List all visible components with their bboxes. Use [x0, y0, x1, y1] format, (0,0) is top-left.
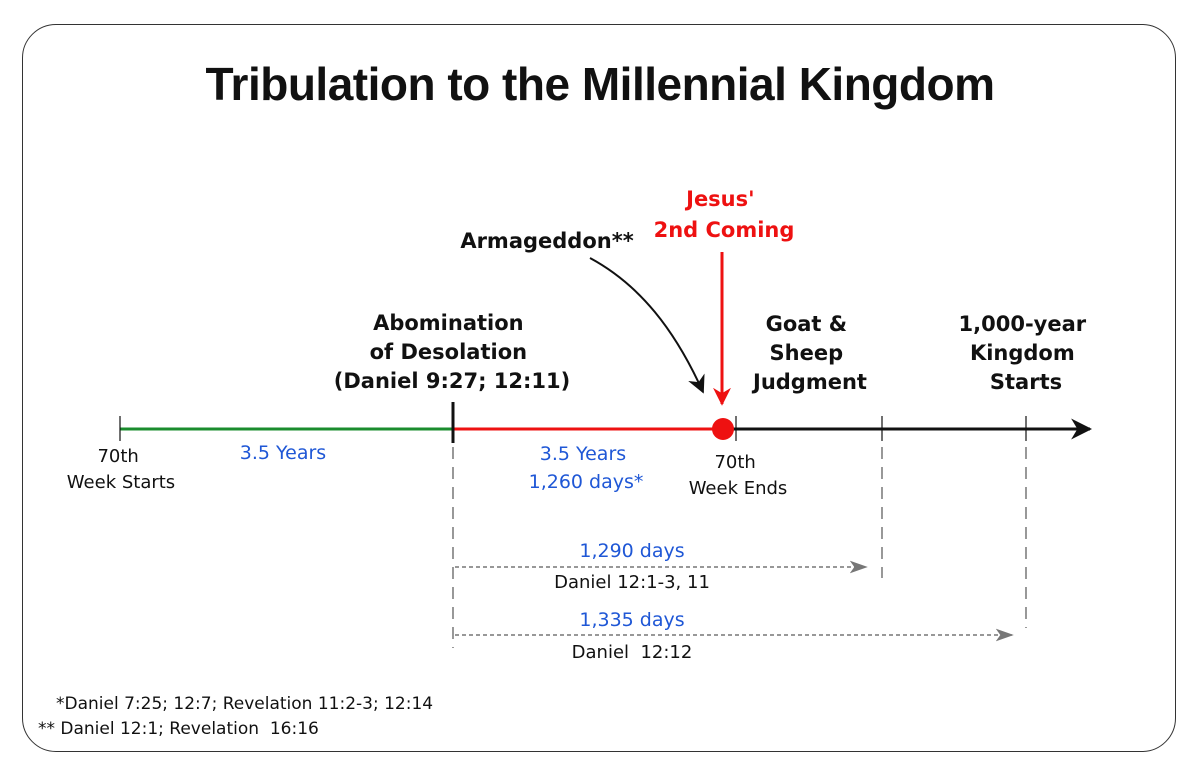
abomination-line-3: (Daniel 9:27; 12:11) — [334, 369, 571, 393]
diagram-frame — [22, 24, 1176, 752]
second-coming-label: Jesus' 2nd Coming — [654, 187, 795, 242]
kingdom-label: 1,000-year Kingdom Starts — [959, 312, 1094, 394]
period-1290-days: 1,290 days — [579, 540, 684, 562]
goat-sheep-line-1: Goat & — [766, 312, 848, 336]
first-half-label: 3.5 Years — [240, 442, 326, 464]
abomination-label: Abomination of Desolation (Daniel 9:27; … — [334, 311, 571, 393]
kingdom-line-1: 1,000-year — [959, 312, 1087, 336]
period-1335-days: 1,335 days — [579, 609, 684, 631]
kingdom-line-2: Kingdom — [970, 341, 1075, 365]
abomination-line-2: of Desolation — [370, 340, 527, 364]
period-1335-reference: Daniel 12:12 — [572, 642, 693, 663]
kingdom-line-3: Starts — [990, 370, 1062, 394]
second-half-line-1: 3.5 Years — [540, 443, 626, 465]
abomination-line-1: Abomination — [373, 311, 524, 335]
goat-sheep-line-3: Judgment — [751, 370, 867, 394]
goat-sheep-label: Goat & Sheep Judgment — [751, 312, 867, 394]
second-coming-line-1: Jesus' — [684, 187, 754, 211]
week-end-line-2: Week Ends — [689, 478, 788, 499]
goat-sheep-line-2: Sheep — [770, 341, 844, 365]
week-start-label: 70th Week Starts — [67, 446, 175, 493]
diagram-title: Tribulation to the Millennial Kingdom — [205, 58, 994, 110]
footnote-2: ** Daniel 12:1; Revelation 16:16 — [38, 719, 319, 739]
footnote-1: *Daniel 7:25; 12:7; Revelation 11:2-3; 1… — [56, 694, 433, 714]
period-1290-reference: Daniel 12:1-3, 11 — [554, 572, 710, 593]
week-start-line-2: Week Starts — [67, 472, 175, 493]
second-coming-dot — [712, 418, 734, 440]
second-half-line-2: 1,260 days* — [529, 471, 644, 493]
second-half-label: 3.5 Years 1,260 days* — [529, 443, 644, 493]
armageddon-label: Armageddon** — [460, 229, 633, 253]
week-start-line-1: 70th — [97, 446, 138, 467]
week-end-label: 70th Week Ends — [689, 452, 788, 499]
week-end-line-1: 70th — [714, 452, 755, 473]
second-coming-line-2: 2nd Coming — [654, 218, 795, 242]
armageddon-arrow — [589, 257, 705, 394]
